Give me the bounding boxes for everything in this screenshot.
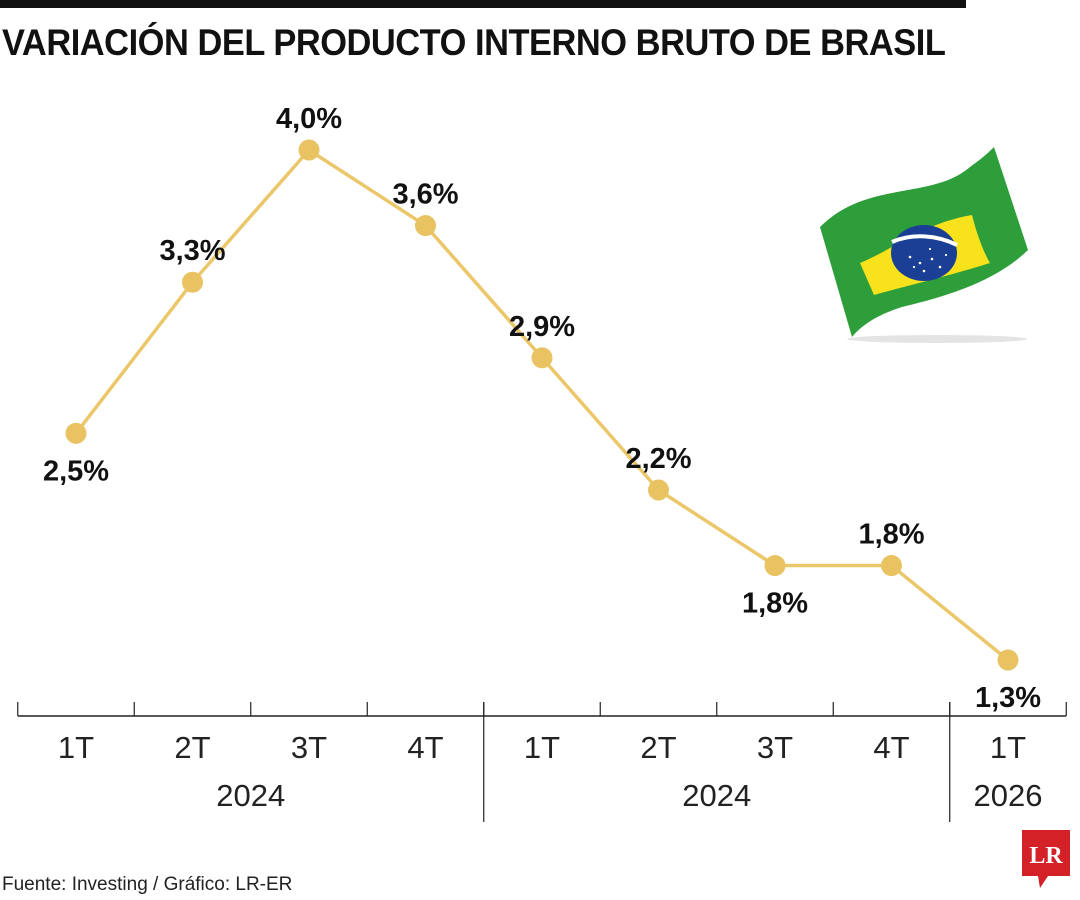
data-label: 2,5% [43, 455, 109, 487]
data-point [415, 215, 436, 237]
data-label: 1,3% [975, 682, 1041, 714]
data-point [997, 649, 1019, 671]
data-point [65, 422, 87, 444]
year-group-label: 2024 [682, 778, 751, 813]
data-label: 3,6% [392, 179, 458, 211]
year-group-label: 2026 [974, 778, 1043, 813]
x-tick-label: 1T [990, 730, 1026, 765]
x-tick-label: 3T [757, 730, 793, 765]
source-note: Fuente: Investing / Gráfico: LR-ER [2, 874, 293, 895]
lr-logo: LR [1022, 830, 1070, 888]
data-label: 3,3% [159, 235, 225, 267]
data-label: 1,8% [858, 519, 924, 551]
data-label: 4,0% [276, 103, 342, 135]
data-point [648, 479, 669, 501]
top-rule [0, 0, 966, 8]
data-label: 1,8% [742, 588, 808, 620]
data-point [531, 347, 553, 369]
data-point [881, 555, 902, 577]
chart-title: VARIACIÓN DEL PRODUCTO INTERNO BRUTO DE … [2, 22, 946, 63]
x-tick-label: 2T [640, 730, 676, 765]
x-tick-label: 4T [873, 730, 909, 765]
x-tick-label: 2T [174, 730, 210, 765]
brazil-flag-icon [820, 147, 1028, 343]
x-tick-label: 4T [407, 730, 443, 765]
data-point [764, 555, 786, 577]
x-tick-label: 3T [291, 730, 327, 765]
data-label: 2,9% [509, 311, 575, 343]
year-group-label: 2024 [216, 778, 285, 813]
x-tick-label: 1T [524, 730, 560, 765]
x-tick-label: 1T [58, 730, 94, 765]
series-line [74, 148, 1010, 662]
data-point [182, 271, 203, 293]
data-point [298, 139, 320, 161]
svg-text:LR: LR [1029, 843, 1063, 869]
data-label: 2,2% [625, 443, 691, 475]
